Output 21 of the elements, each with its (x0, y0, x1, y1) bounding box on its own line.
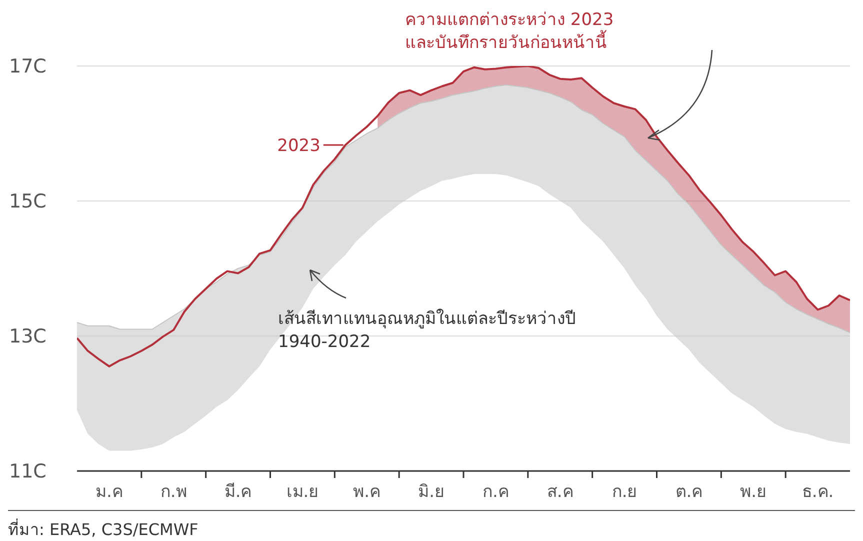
x-tick-label: ก.ค (482, 482, 509, 502)
y-tick-label: 11C (9, 460, 46, 483)
x-tick-label: ก.พ (160, 482, 187, 502)
text: ที่มา: ERA5, C3S/ECMWF (8, 518, 200, 541)
x-tick-label: มิ.ย (418, 482, 444, 502)
x-tick-label: มี.ค (224, 482, 252, 502)
line-series (77, 66, 850, 368)
y-tick-label: 13C (9, 326, 46, 348)
annotation: เส้นสีเทาแทนอุณหภูมิในแต่ละปีระหว่างปี 1940-2022 (278, 308, 576, 352)
x-tick-label: ต.ค (675, 482, 703, 502)
x-tick-label: ก.ย (612, 482, 638, 502)
y-tick-label: 15C (9, 190, 46, 213)
x-tick-label: ธ.ค. (802, 482, 834, 502)
text: ความแตกต่างระหว่าง 2023 และบันทึกรายวันก่อนหน้านี้ (405, 10, 614, 53)
x-tick-label: ส.ค (546, 482, 574, 502)
x-tick-label: ม.ค (96, 482, 123, 502)
x-tick-label: พ.ค (353, 482, 381, 502)
x-tick-label: พ.ย (740, 482, 767, 502)
y-tick-label: 17C (9, 56, 46, 78)
legend-label: 2023 (277, 136, 320, 156)
x-tick-label: เม.ย (286, 482, 319, 502)
